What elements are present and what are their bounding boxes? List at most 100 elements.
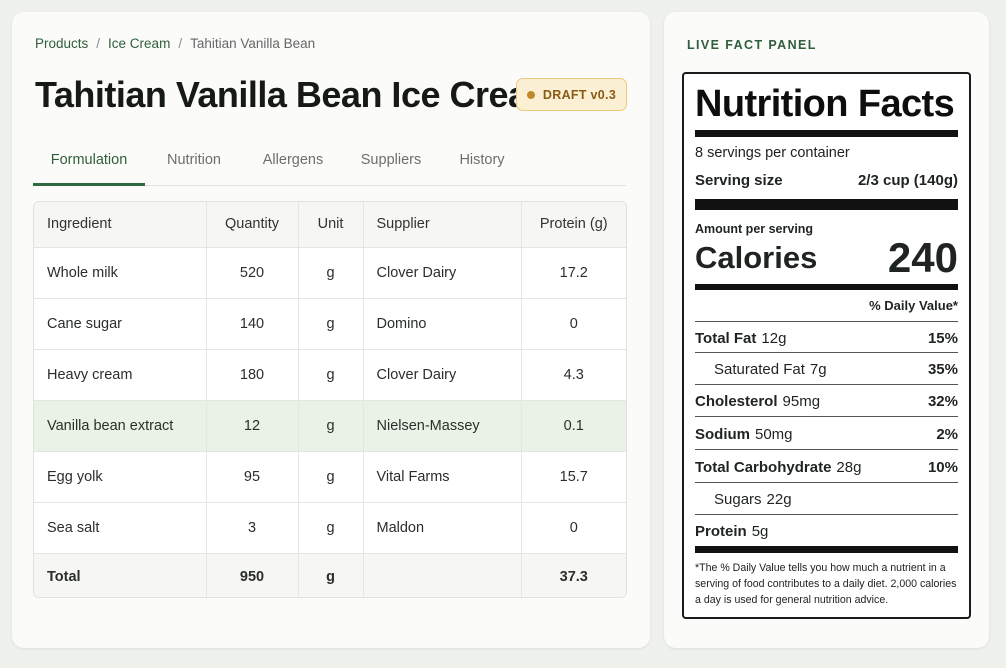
serving-size-value: 2/3 cup (140g) [857, 172, 958, 189]
cell-unit: g [298, 502, 364, 554]
cell-supplier: Clover Dairy [363, 247, 522, 299]
column-header-supplier[interactable]: Supplier [363, 202, 522, 248]
breadcrumb-separator: / [178, 36, 183, 51]
nutrient-amount: 5g [751, 522, 769, 540]
daily-value-header: % Daily Value* [869, 298, 958, 313]
divider-thick [695, 130, 958, 137]
nutrient-label: Protein [695, 522, 747, 540]
cell-unit: g [298, 400, 364, 452]
column-header-protein[interactable]: Protein (g) [521, 202, 626, 248]
cell-protein: 0 [521, 502, 626, 554]
cell-quantity[interactable]: 3 [206, 502, 299, 554]
nutrient-amount: 95mg [782, 392, 821, 410]
total-quantity: 950 [206, 553, 299, 597]
tab-history[interactable]: History [459, 152, 505, 168]
footnote-line: a day is used for general nutrition advi… [695, 594, 889, 606]
table-header-row: Ingredient Quantity Unit Supplier Protei… [34, 202, 626, 248]
nutrition-facts-label: Nutrition Facts 8 servings per container… [682, 72, 971, 619]
table-row[interactable]: Whole milk 520 g Clover Dairy 17.2 [34, 247, 626, 299]
table-total-row: Total 950 g 37.3 [34, 553, 626, 597]
tab-formulation[interactable]: Formulation [33, 140, 145, 186]
nutrient-row-sodium: Sodium 50mg 2% [695, 423, 958, 445]
column-header-ingredient[interactable]: Ingredient [34, 202, 207, 248]
cell-protein: 0.1 [521, 400, 626, 452]
live-fact-panel-card: LIVE FACT PANEL Nutrition Facts 8 servin… [664, 12, 989, 648]
divider-thin [695, 416, 958, 417]
cell-quantity[interactable]: 12 [206, 400, 299, 452]
serving-size-row: Serving size 2/3 cup (140g) [695, 172, 958, 189]
nutrient-daily-value: 15% [927, 329, 958, 347]
cell-supplier: Nielsen-Massey [363, 400, 522, 452]
divider-thin [695, 482, 958, 483]
table-row[interactable]: Sea salt 3 g Maldon 0 [34, 502, 626, 554]
nutrient-amount: 28g [836, 458, 862, 476]
calories-value: 240 [887, 234, 958, 281]
footnote-line: *The % Daily Value tells you how much a … [695, 562, 946, 574]
breadcrumb-separator: / [96, 36, 101, 51]
cell-unit: g [298, 349, 364, 401]
cell-ingredient: Heavy cream [34, 349, 207, 401]
nutrient-daily-value: 10% [927, 458, 958, 476]
cell-protein: 0 [521, 298, 626, 350]
nutrient-label: Sodium [695, 425, 750, 443]
divider-thick [695, 284, 958, 290]
daily-value-footnote: *The % Daily Value tells you how much a … [695, 560, 958, 608]
nutrient-label: Total Carbohydrate [695, 458, 832, 476]
tab-bar: Formulation Nutrition Allergens Supplier… [33, 140, 626, 186]
nutrient-row-total-carbohydrate: Total Carbohydrate 28g 10% [695, 456, 958, 478]
nutrient-amount: 22g [766, 490, 792, 508]
cell-ingredient: Vanilla bean extract [34, 400, 207, 452]
nutrient-label: Sugars [714, 490, 762, 508]
total-label: Total [34, 553, 207, 597]
divider-thin [695, 352, 958, 353]
breadcrumb: Products / Ice Cream / Tahitian Vanilla Bean [35, 36, 315, 51]
column-header-quantity[interactable]: Quantity [206, 202, 299, 248]
cell-ingredient: Whole milk [34, 247, 207, 299]
tab-suppliers[interactable]: Suppliers [360, 152, 422, 168]
table-row-selected[interactable]: Vanilla bean extract 12 g Nielsen-Massey… [34, 400, 626, 452]
table-row[interactable]: Cane sugar 140 g Domino 0 [34, 298, 626, 350]
status-dot-icon [526, 90, 535, 99]
table-row[interactable]: Egg yolk 95 g Vital Farms 15.7 [34, 451, 626, 503]
divider-heavy [695, 199, 958, 210]
divider-thin [695, 514, 958, 515]
tab-allergens[interactable]: Allergens [262, 152, 324, 168]
table-row[interactable]: Heavy cream 180 g Clover Dairy 4.3 [34, 349, 626, 401]
cell-quantity[interactable]: 140 [206, 298, 299, 350]
cell-unit: g [298, 298, 364, 350]
cell-ingredient: Sea salt [34, 502, 207, 554]
tab-nutrition[interactable]: Nutrition [167, 152, 221, 168]
nutrient-row-sugars: Sugars 22g [695, 488, 958, 510]
cell-protein: 15.7 [521, 451, 626, 503]
nutrient-label: Cholesterol [695, 392, 778, 410]
nutrient-amount: 7g [809, 360, 827, 378]
cell-quantity[interactable]: 95 [206, 451, 299, 503]
cell-quantity[interactable]: 520 [206, 247, 299, 299]
cell-supplier: Vital Farms [363, 451, 522, 503]
breadcrumb-ice-cream[interactable]: Ice Cream [108, 36, 171, 51]
amount-per-serving: Amount per serving [695, 222, 814, 236]
breadcrumb-products[interactable]: Products [35, 36, 89, 51]
servings-per-container: 8 servings per container [695, 145, 850, 161]
nutrition-facts-title: Nutrition Facts [695, 83, 955, 125]
nutrient-daily-value: 35% [927, 360, 958, 378]
calories-label: Calories [695, 240, 818, 275]
total-supplier [363, 553, 522, 597]
status-badge: DRAFT v0.3 [516, 78, 627, 111]
divider-thin [695, 321, 958, 322]
total-unit: g [298, 553, 364, 597]
nutrient-label: Saturated Fat [714, 360, 805, 378]
serving-size-label: Serving size [695, 172, 783, 189]
panel-label: LIVE FACT PANEL [687, 38, 817, 52]
cell-ingredient: Cane sugar [34, 298, 207, 350]
cell-supplier: Domino [363, 298, 522, 350]
cell-ingredient: Egg yolk [34, 451, 207, 503]
status-badge-label: DRAFT v0.3 [542, 87, 617, 102]
nutrient-row-total-fat: Total Fat 12g 15% [695, 327, 958, 349]
nutrient-row-saturated-fat: Saturated Fat 7g 35% [695, 358, 958, 380]
nutrient-row-cholesterol: Cholesterol 95mg 32% [695, 390, 958, 412]
cell-protein: 4.3 [521, 349, 626, 401]
column-header-unit[interactable]: Unit [298, 202, 364, 248]
cell-quantity[interactable]: 180 [206, 349, 299, 401]
total-protein: 37.3 [521, 553, 626, 597]
